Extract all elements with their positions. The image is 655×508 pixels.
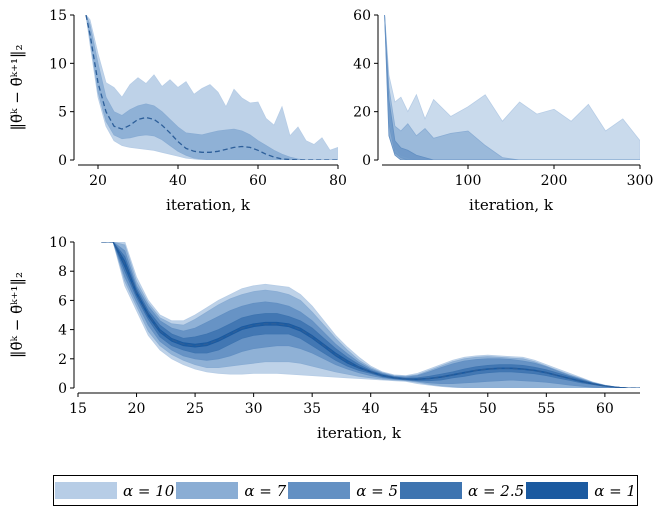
x-tick-label: 20 — [89, 173, 107, 189]
x-axis-label: iteration, k — [469, 196, 554, 214]
x-tick-label: 60 — [249, 173, 267, 189]
y-tick-label: 2 — [58, 352, 67, 368]
legend-item: α = 1 — [526, 482, 636, 500]
x-tick-label: 55 — [537, 401, 555, 417]
y-tick-label: 8 — [58, 264, 67, 280]
x-tick-label: 45 — [420, 401, 438, 417]
y-tick-label: 10 — [49, 235, 67, 251]
x-tick-label: 40 — [362, 401, 380, 417]
x-tick-label: 40 — [169, 173, 187, 189]
y-tick-label: 15 — [49, 8, 67, 24]
plot-area — [85, 15, 338, 160]
plot-area — [101, 242, 640, 388]
y-tick-label: 0 — [362, 153, 371, 169]
legend-label: α = 2.5 — [468, 481, 525, 500]
band-5 — [101, 242, 640, 388]
legend-swatch — [526, 482, 589, 499]
y-tick-label: 4 — [58, 323, 67, 339]
band-10 — [101, 242, 640, 388]
x-tick-label: 60 — [596, 401, 614, 417]
legend-label: α = 10 — [123, 481, 175, 500]
legend-swatch — [400, 482, 463, 499]
y-tick-label: 40 — [353, 56, 371, 72]
legend-item: α = 5 — [288, 482, 398, 500]
x-tick-label: 25 — [186, 401, 204, 417]
x-tick-label: 50 — [479, 401, 497, 417]
y-axis-label: ‖θ̃ᵏ − θ̄ᵏ⁺¹‖₂ — [8, 44, 26, 130]
band-7 — [85, 15, 338, 160]
y-tick-label: 0 — [58, 153, 67, 169]
panel-top-left: 0 5 10 15 20 40 60 80 iteration, k ‖θ̃ᵏ − θ̄ᵏ⁺¹‖₂ — [8, 8, 347, 214]
panel-bottom: 0 2 4 6 8 10 15 20 25 30 35 40 45 50 55 60 iteration, k ‖… — [8, 235, 640, 442]
x-tick-label: 35 — [303, 401, 321, 417]
band-1 — [101, 242, 640, 388]
legend: α = 10 α = 7 α = 5 α = 2.5 α = 1 — [53, 475, 638, 506]
y-axis-label: ‖θ̃ᵏ − θ̄ᵏ⁺¹‖₂ — [8, 272, 26, 358]
panel-top-right: 0 20 40 60 100 200 300 iteration, k — [353, 8, 653, 214]
x-tick-label: 200 — [541, 173, 568, 189]
legend-swatch — [176, 482, 239, 499]
y-tick-label: 20 — [353, 105, 371, 121]
x-tick-label: 80 — [329, 173, 347, 189]
y-tick-label: 10 — [49, 56, 67, 72]
mean-line — [101, 242, 640, 388]
mean-line — [85, 15, 338, 160]
x-tick-label: 30 — [245, 401, 263, 417]
y-tick-label: 0 — [58, 381, 67, 397]
x-tick-label: 300 — [627, 173, 654, 189]
band-5 — [384, 15, 640, 160]
x-tick-label: 20 — [128, 401, 146, 417]
legend-item: α = 7 — [176, 482, 286, 500]
legend-label: α = 5 — [356, 481, 398, 500]
x-axis-label: iteration, k — [317, 424, 402, 442]
band-10 — [384, 15, 640, 160]
x-tick-label: 15 — [69, 401, 87, 417]
x-tick-label: 100 — [455, 173, 482, 189]
legend-swatch — [55, 482, 118, 499]
band-7 — [384, 15, 640, 160]
legend-item: α = 10 — [55, 482, 174, 500]
y-tick-label: 5 — [58, 105, 67, 121]
legend-swatch — [288, 482, 351, 499]
plot-area — [384, 15, 640, 160]
x-axis-label: iteration, k — [166, 196, 251, 214]
y-tick-label: 60 — [353, 8, 371, 24]
legend-label: α = 7 — [244, 481, 287, 500]
legend-label: α = 1 — [594, 481, 636, 500]
legend-item: α = 2.5 — [400, 482, 524, 500]
band-2.5 — [101, 242, 640, 388]
y-tick-label: 6 — [58, 293, 67, 309]
